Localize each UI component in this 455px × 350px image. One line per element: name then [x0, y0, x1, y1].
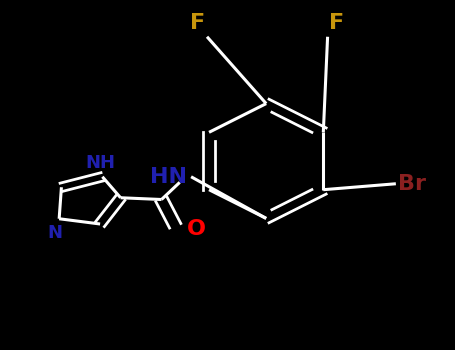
- Text: HN: HN: [151, 167, 187, 188]
- Text: N: N: [47, 224, 62, 242]
- Text: F: F: [190, 13, 206, 33]
- Text: F: F: [329, 13, 344, 33]
- Text: O: O: [187, 219, 206, 239]
- Text: Br: Br: [398, 174, 426, 194]
- Text: NH: NH: [85, 154, 115, 172]
